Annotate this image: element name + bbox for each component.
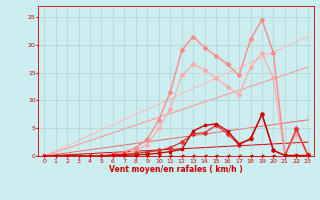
X-axis label: Vent moyen/en rafales ( km/h ): Vent moyen/en rafales ( km/h ) [109,165,243,174]
